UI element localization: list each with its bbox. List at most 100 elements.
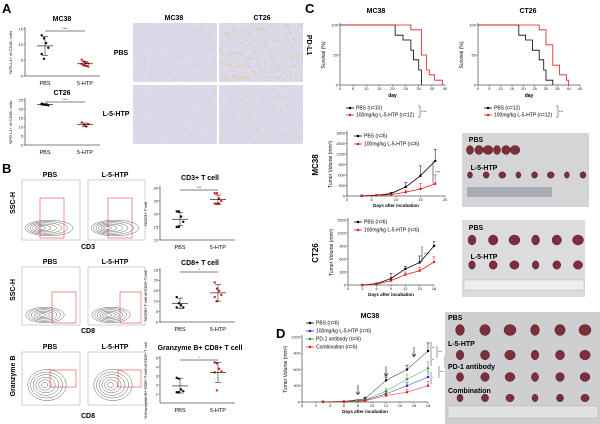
x-tick-label: 8 [357,403,360,408]
data-point [177,391,181,394]
data-point [384,379,388,382]
chart-b_cd3: CD3+ T cell 10 15 20 25 30 %CD3+ T cell PBS 5-HT… [143,175,235,251]
y-tick-label: 10 [19,124,24,129]
x-tick-label: 0 [301,403,304,408]
y-axis-label: %PD-L1+ of CD45- cells [8,31,13,74]
legend-label: PBS (n=6) [316,321,340,327]
x-tick-label: 45 [578,86,583,91]
flow-plot-frame [87,266,146,326]
photo-ct26-l5htp: L-5-HTP [471,254,498,261]
x-axis-label: Days after incubation [368,292,414,297]
x-tick-label: 18 [432,286,437,291]
tumor [531,234,540,246]
data-point [179,215,183,218]
flow-plot-frame [21,179,81,241]
ruler [463,279,585,291]
x-tick-label: 6 [376,286,379,291]
y-tick-label: 50 [334,52,339,57]
y-tick-label: 15 [154,288,159,293]
tumor [515,171,522,179]
x-tick-label: 0 [346,197,349,202]
x-tick-label: 35 [430,86,435,91]
x-category-label: PBS [174,245,185,251]
legend-label: PD-1 antibody (n=6) [316,337,361,343]
contour-line [104,379,118,391]
data-point [217,197,221,200]
flow-plot-frame [87,179,146,241]
legend-marker-circle [356,134,360,138]
y-tick-label: 20 [19,106,24,111]
x-tick-label: 30 [544,86,549,91]
tumor [532,260,540,270]
y-tick-label: 1200 [291,334,301,339]
data-point [404,185,407,188]
legend-label: 100mg/kg L-5-HTP (n=12) [356,113,414,119]
tumor [579,171,587,179]
tumor [489,260,498,270]
series-line [340,24,422,85]
y-axis-label: %PD-L1+ of CD45- cells [8,101,13,144]
flow-plot [21,179,81,241]
tumor [480,372,490,382]
y-tick-label: 1 [156,391,159,396]
y-tick-label: 4 [156,364,159,369]
chart-a_mc38: MC38 0 5 10 15 %PD-L1+ of CD45- cells PBS 5-HTP… [8,16,100,87]
contour-line [39,313,46,317]
tumor [504,372,516,382]
y-tick-label: 15 [19,115,24,120]
y-tick-label: 1200 [336,151,346,156]
treatment-arrow-icon [411,346,417,358]
y-tick-label: 0 [298,399,301,404]
x-tick-label: 0 [477,86,480,91]
data-point [175,295,178,299]
gate-box [107,197,133,239]
chart-b_gzmb: Granzyme B+ CD8+ T cell 1 2 3 4 5 %Granzyme B+… [143,342,242,419]
x-tick-label: 15 [418,197,423,202]
x-tick-label: 5 [488,86,491,91]
data-point [44,103,48,107]
panel-label-a: A [2,1,12,16]
y-tick-label: 300 [338,183,345,188]
y-tick-label: 1500 [336,141,346,146]
y-tick-label: 20 [154,211,159,216]
y-tick-label: 30 [154,185,159,190]
contour-line [38,379,52,391]
chart-title: CD3+ T cell [181,175,219,182]
data-point [363,399,367,403]
tumor-photos: PBS L-5-HTP PBS L-5-HTP PBS L-5-HTP PD-1… [445,133,600,424]
photo-d-combination: Combination [448,388,491,395]
legend-marker-circle [308,321,312,325]
data-point [213,295,216,299]
flow-xlabel-cd8-2: CD8 [81,413,95,420]
tumor [480,350,490,361]
significance-label: **** [438,350,442,354]
x-axis-label: Days after incubation [342,409,388,414]
legend-marker-tri-down [308,345,312,349]
legend-marker-circle [356,220,360,224]
contour-line [99,310,120,320]
panel-label-d: D [276,326,285,341]
chart-c_mc38_vol: 0 300 600 900 1200 1500 1800 Tumor Volume (mm³)… [328,130,448,208]
significance-label: *** [197,186,202,190]
data-point [47,104,50,107]
gate-box [51,291,77,324]
legend-marker-square [356,142,360,146]
data-point [182,220,185,223]
tumor [456,372,464,382]
data-point [42,37,46,40]
significance-label: **** [62,27,68,31]
y-tick-label: 10 [154,237,159,242]
contour-line [28,308,61,322]
y-tick-label: 300 [339,269,346,274]
tumor [509,260,520,270]
flow-cytometry-plots [21,179,146,406]
flow-plot [87,351,146,406]
tumor [466,145,474,155]
x-tick-label: 12 [384,403,389,408]
y-tick-label: 1800 [336,130,346,135]
tumor [481,394,489,403]
data-point [217,289,221,292]
x-axis-label: day [388,93,397,99]
tumor [572,234,584,246]
